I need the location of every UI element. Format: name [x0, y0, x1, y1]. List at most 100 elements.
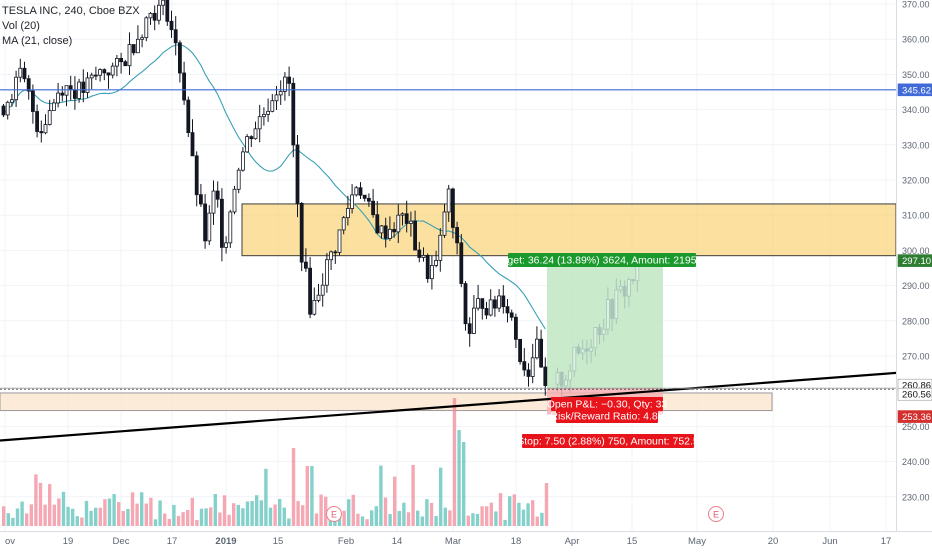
- price-tick-4: 330.00: [902, 140, 930, 150]
- time-tick-6: Feb: [338, 536, 354, 547]
- volume-bar-19: [89, 510, 93, 526]
- candle-body-85: [358, 187, 363, 196]
- volume-bar-49: [227, 514, 231, 526]
- candle-128: [539, 329, 543, 368]
- price-tick-10: 270.00: [902, 352, 930, 362]
- price-axis[interactable]: 370.00 360.00 350.00 340.00 330.00 320.00 310.…: [896, 0, 932, 550]
- candle-113: [476, 284, 481, 311]
- candle-1: [5, 100, 10, 120]
- candle-125: [526, 363, 531, 387]
- ma-line[interactable]: [3, 44, 546, 330]
- stop-label-text: Stop: 7.50 (2.88%) 750, Amount: 752.5: [517, 436, 699, 448]
- candle-body-100: [421, 255, 426, 258]
- time-tick-15: 17: [881, 536, 892, 547]
- rr-label[interactable]: Risk/Reward Ratio: 4.83: [550, 409, 664, 423]
- candle-43: [182, 61, 187, 105]
- target-zone[interactable]: [547, 260, 663, 389]
- candle-body-87: [366, 197, 371, 202]
- ma-indicator-label[interactable]: MA (21, close): [2, 35, 73, 47]
- candle-33: [140, 34, 145, 48]
- candle-body-16: [68, 85, 73, 91]
- time-tick-8: Mar: [445, 536, 461, 547]
- candle-body-91: [383, 225, 388, 239]
- volume-bar-103: [475, 513, 480, 526]
- candle-122: [514, 313, 518, 349]
- price-flag-0[interactable]: 345.62: [897, 83, 932, 97]
- candle-body-27: [115, 57, 119, 67]
- candle-body-30: [127, 44, 132, 67]
- time-axis[interactable]: ov 19 Dec 17 2019 15 Feb 14 Mar 18 Apr 15 May 20 Jun 17…: [0, 506, 932, 551]
- candle-body-110: [463, 283, 468, 325]
- price-tick-6: 310.00: [902, 211, 930, 221]
- candle-body-42: [177, 42, 182, 74]
- trend-line[interactable]: [0, 371, 897, 442]
- volume-bar-114: [526, 503, 530, 526]
- volume-bar-69: [319, 494, 323, 526]
- candle-9: [39, 120, 44, 143]
- candle-body-94: [396, 214, 401, 233]
- candle-54: [228, 209, 233, 248]
- price-flag-4[interactable]: 253.36: [897, 410, 932, 424]
- volume-bar-21: [98, 507, 102, 526]
- volume-bar-108: [498, 493, 503, 526]
- volume-bar-113: [521, 509, 526, 526]
- price-flag-1[interactable]: 297.10: [897, 254, 932, 268]
- earnings-circle-1: [708, 506, 724, 522]
- volume-bar-59: [273, 504, 277, 526]
- volume-bars: [2, 398, 549, 526]
- candle-37: [156, 0, 161, 25]
- candle-body-53: [224, 242, 229, 248]
- candle-11: [47, 99, 52, 126]
- candle-body-113: [476, 298, 481, 309]
- candle-126: [530, 343, 535, 384]
- volume-bar-106: [489, 502, 493, 526]
- time-tick-12: May: [688, 536, 706, 547]
- candle-body-55: [232, 188, 237, 213]
- target-label[interactable]: Target: 36.24 (13.89%) 3624, Amount: 219…: [493, 253, 711, 267]
- earnings-marker-0[interactable]: E: [326, 506, 342, 522]
- candle-body-2: [9, 99, 14, 103]
- volume-bar-20: [94, 507, 98, 526]
- volume-bar-112: [517, 502, 521, 526]
- candle-58: [245, 134, 250, 153]
- projection-candle-9: [593, 327, 598, 357]
- drawn-lines[interactable]: [0, 89, 897, 442]
- projection-body-1: [559, 372, 564, 387]
- earnings-marker-1[interactable]: E: [708, 506, 724, 522]
- position-labels[interactable]: Target: 36.24 (13.89%) 3624, Amount: 219…: [493, 253, 711, 448]
- candle-body-37: [156, 4, 161, 21]
- price-flag-text-1: 297.10: [902, 256, 931, 267]
- volume-bar-99: [457, 430, 461, 526]
- candle-body-64: [270, 100, 275, 112]
- volume-bar-10: [48, 484, 52, 526]
- volume-bar-78: [360, 516, 365, 526]
- symbol-title[interactable]: TESLA INC, 240, Cboe BZX: [2, 5, 140, 17]
- candle-79: [333, 249, 338, 264]
- candle-body-65: [274, 94, 279, 102]
- volume-indicator-label[interactable]: Vol (20): [2, 20, 40, 32]
- candle-15: [64, 85, 69, 107]
- stop-label[interactable]: Stop: 7.50 (2.88%) 750, Amount: 752.5: [517, 434, 699, 448]
- price-flag-bg-4: [897, 410, 932, 423]
- projection-candle-7: [585, 339, 589, 365]
- candle-body-11: [47, 110, 52, 125]
- candle-6: [26, 75, 31, 100]
- candle-body-99: [417, 249, 422, 258]
- volume-bar-40: [186, 510, 190, 526]
- candle-89: [375, 200, 380, 235]
- volume-bar-37: [172, 504, 176, 526]
- candle-body-46: [194, 155, 199, 196]
- candle-62: [261, 107, 266, 126]
- candle-116: [488, 289, 493, 317]
- candle-body-70: [295, 144, 300, 204]
- pnl-label[interactable]: Open P&L: −0.30, Qty: 33: [547, 397, 668, 411]
- candle-body-40: [169, 20, 174, 31]
- candle-105: [442, 204, 447, 238]
- candle-110: [463, 281, 468, 331]
- candle-body-118: [497, 295, 502, 309]
- price-flag-3[interactable]: 260.56: [897, 387, 932, 401]
- projection-candle-17: [627, 277, 631, 307]
- volume-bar-82: [379, 465, 383, 526]
